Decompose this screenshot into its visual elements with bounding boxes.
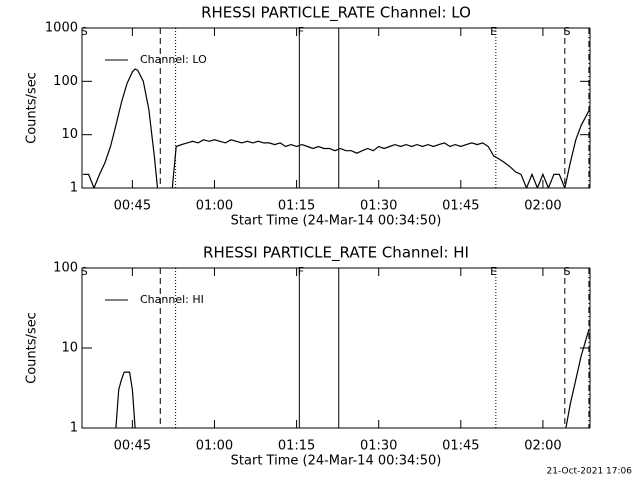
y-tick-label: 10: [61, 127, 78, 142]
x-tick-label: 01:30: [360, 199, 397, 214]
y-tick-label: 10: [61, 341, 78, 356]
y-axis-label: Counts/sec: [25, 72, 40, 144]
plot-frame: [81, 27, 591, 189]
chart-title: RHESSI PARTICLE_RATE Channel: LO: [201, 4, 471, 23]
x-tick-label: 02:00: [524, 199, 561, 214]
event-label: S: [564, 25, 571, 38]
y-tick-label: 1: [70, 421, 78, 436]
y-tick-label: 100: [53, 74, 78, 89]
x-tick-label: 00:45: [114, 439, 151, 454]
y-tick-label: 1: [70, 181, 78, 196]
x-axis-label: Start Time (24-Mar-14 00:34:50): [231, 454, 442, 469]
y-axis-label: Counts/sec: [25, 312, 40, 384]
x-tick-label: 01:30: [360, 439, 397, 454]
x-tick-label: 02:00: [524, 439, 561, 454]
x-tick-label: 01:00: [196, 439, 233, 454]
event-label: E: [490, 265, 497, 278]
x-tick-label: 00:45: [114, 199, 151, 214]
y-tick-label: 100: [53, 261, 78, 276]
chart-title: RHESSI PARTICLE_RATE Channel: HI: [203, 244, 469, 263]
x-tick-label: 01:45: [442, 439, 479, 454]
x-tick-label: 01:45: [442, 199, 479, 214]
data-line: [83, 68, 590, 188]
x-tick-label: 01:15: [278, 439, 315, 454]
x-tick-label: 01:00: [196, 199, 233, 214]
event-label: E: [490, 25, 497, 38]
y-tick-label: 1000: [45, 21, 78, 36]
data-line: [115, 329, 590, 428]
event-label: F: [298, 265, 304, 278]
event-label: S: [81, 25, 88, 38]
event-label: S: [81, 265, 88, 278]
legend-label: Channel: LO: [140, 53, 207, 66]
event-label: S: [564, 265, 571, 278]
x-axis-label: Start Time (24-Mar-14 00:34:50): [231, 214, 442, 229]
event-label: F: [298, 25, 304, 38]
legend-label: Channel: HI: [140, 293, 204, 306]
x-tick-label: 01:15: [278, 199, 315, 214]
footer: 21-Oct-2021 17:06: [547, 467, 633, 477]
